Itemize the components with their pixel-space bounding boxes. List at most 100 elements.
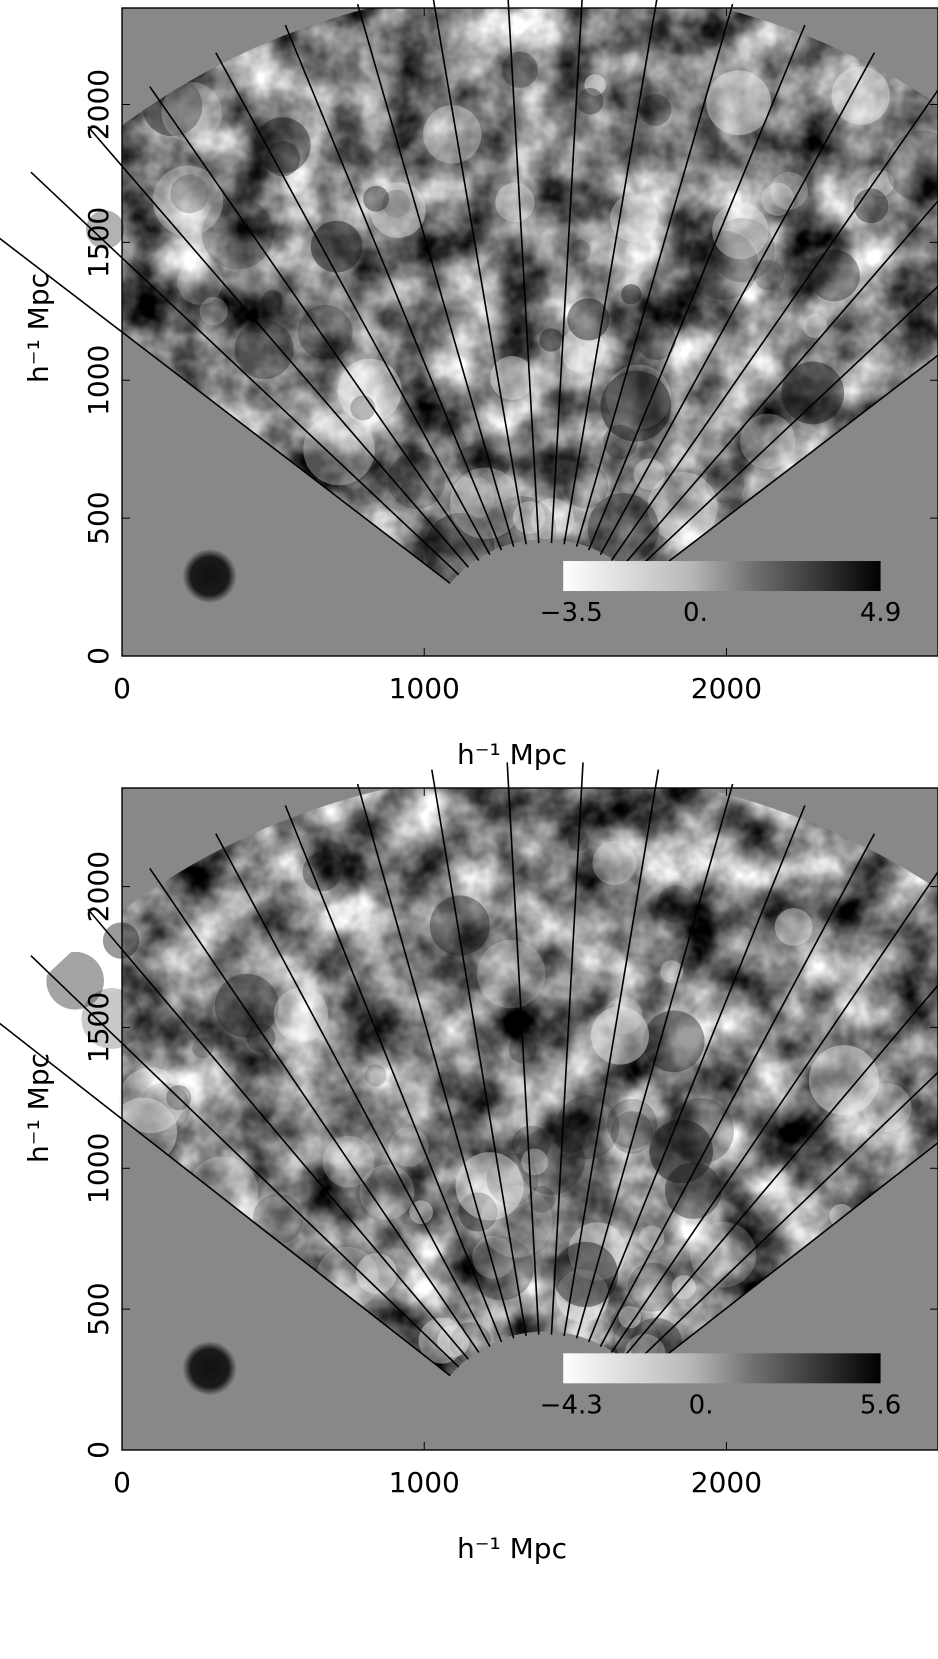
overdensity-blob — [568, 239, 591, 262]
y-tick-label: 1500 — [82, 992, 115, 1063]
strip-line — [587, 805, 806, 1343]
underdensity-blob — [199, 297, 228, 326]
y-tick-label: 500 — [82, 1282, 115, 1335]
overdensity-blob — [46, 951, 104, 1010]
strip-line — [356, 783, 515, 1339]
colorbar-label: 4.9 — [860, 598, 901, 628]
overdensity-blob — [501, 51, 538, 89]
underdensity-blob — [633, 458, 666, 490]
overdensity-blob — [649, 1119, 714, 1184]
underdensity-blob — [476, 939, 546, 1009]
overdensity-blob — [139, 1082, 191, 1134]
beam-marker — [182, 1341, 237, 1396]
overdensity-blob — [364, 1064, 387, 1087]
underdensity-blob — [559, 327, 606, 373]
overdensity-blob — [539, 328, 563, 352]
x-axis-label: h⁻¹ Mpc — [457, 1532, 567, 1565]
strip-line — [575, 3, 734, 547]
strip-line — [0, 237, 451, 584]
strip-line — [599, 52, 876, 556]
underdensity-blob — [690, 1221, 757, 1288]
overdensity-blob — [302, 852, 342, 892]
underdensity-blob — [802, 313, 828, 338]
overdensity-blob — [576, 87, 604, 115]
overdensity-blob — [642, 1010, 705, 1073]
strip-line — [610, 88, 938, 561]
overdensity-blob — [214, 973, 279, 1038]
underdensity-blob — [740, 413, 796, 470]
overdensity-blob — [567, 298, 610, 341]
underdensity-blob — [639, 1225, 665, 1251]
strip-line — [621, 983, 938, 1360]
x-tick-label: 0 — [113, 672, 131, 705]
underdensity-blob — [423, 105, 482, 164]
underdensity-blob — [303, 413, 375, 486]
colorbar — [563, 561, 881, 592]
y-tick-label: 500 — [82, 491, 115, 544]
overdensity-blob — [606, 1098, 658, 1149]
underdensity-blob — [831, 66, 890, 125]
overdensity-blob — [310, 220, 363, 273]
strip-line — [432, 0, 527, 545]
overdensity-blob — [261, 290, 283, 311]
underdensity-blob — [370, 182, 426, 238]
overdensity-blob — [456, 445, 490, 479]
strip-line — [630, 285, 938, 576]
strip-line — [284, 24, 503, 551]
overdensity-blob — [234, 320, 294, 380]
overdensity-blob — [382, 189, 411, 218]
overdensity-blob — [600, 370, 672, 442]
colorbar-label: 0. — [683, 598, 708, 628]
overdensity-blob — [387, 451, 446, 510]
overdensity-blob — [636, 320, 676, 360]
strip-line — [30, 955, 460, 1368]
overdensity-blob — [429, 895, 490, 956]
overdensity-blob — [853, 188, 889, 224]
strip-line — [575, 783, 734, 1339]
overdensity-blob — [528, 1185, 555, 1213]
underdensity-blob — [449, 467, 522, 540]
y-tick-label: 1500 — [82, 207, 115, 278]
underdensity-blob — [592, 841, 637, 886]
overdensity-blob — [808, 249, 860, 302]
y-tick-label: 2000 — [82, 69, 115, 140]
underdensity-blob — [118, 1067, 184, 1134]
top-panel: −3.5 0. 4.9 0 1000 2000 0 500 1000 1500 2000 h⁻¹ Mp… — [0, 0, 938, 771]
overdensity-blob — [781, 361, 845, 425]
underdensity-blob — [647, 472, 718, 543]
bottom-panel: −4.3 0. 5.6 0 1000 2000 0 500 1000 1500 2000 h⁻¹ Mp… — [0, 762, 938, 1565]
colorbar-label: −3.5 — [540, 598, 603, 628]
overdensity-blob — [668, 1098, 734, 1164]
y-tick-label: 0 — [82, 647, 115, 665]
x-tick-label: 1000 — [389, 1466, 460, 1499]
overdensity-blob — [627, 1262, 677, 1312]
y-tick-label: 1000 — [82, 345, 115, 416]
overdensity-blob — [254, 117, 311, 174]
overdensity-blob — [488, 454, 510, 477]
strip-line — [599, 833, 876, 1347]
underdensity-blob — [418, 1317, 465, 1364]
overdensity-blob — [517, 1127, 585, 1195]
overdensity-blob — [689, 230, 759, 300]
strip-line — [215, 833, 491, 1347]
overdensity-blob — [555, 1095, 620, 1159]
strip-line — [507, 0, 540, 544]
underdensity-blob — [480, 1185, 553, 1258]
strip-line — [506, 762, 540, 1335]
strip-line — [149, 867, 480, 1353]
overdensity-blob — [552, 1241, 619, 1308]
colorbar — [563, 1353, 881, 1384]
strip-line — [0, 1022, 451, 1377]
underdensity-blob — [868, 170, 895, 197]
x-tick-label: 2000 — [691, 672, 762, 705]
overdensity-blob — [753, 259, 785, 291]
strip-line — [621, 199, 938, 568]
underdensity-blob — [472, 1235, 515, 1279]
colorbar-label: 5.6 — [860, 1390, 901, 1420]
strip-line — [431, 769, 527, 1337]
underdensity-blob — [273, 987, 329, 1042]
underdensity-blob — [761, 182, 795, 216]
strip-line — [563, 0, 658, 545]
plot-frame — [121, 787, 938, 1451]
